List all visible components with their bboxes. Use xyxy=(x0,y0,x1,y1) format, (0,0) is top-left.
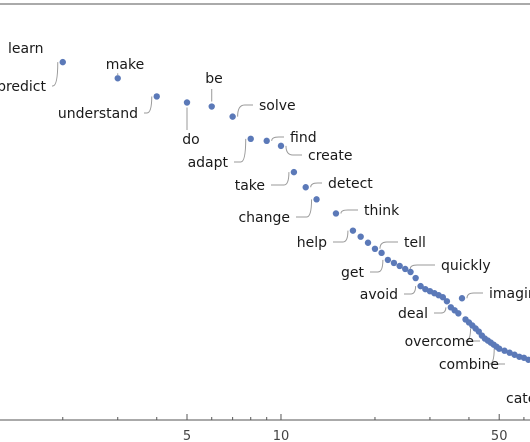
callout-line-understand xyxy=(144,96,152,113)
point-label-change: change xyxy=(238,210,290,226)
data-point-change xyxy=(313,196,319,202)
callout-line-change xyxy=(296,199,312,217)
data-point-combine xyxy=(496,345,502,351)
point-label-deal: deal xyxy=(398,306,428,322)
callout-line-detect xyxy=(311,183,322,187)
data-point xyxy=(396,263,402,269)
point-label-imagine: imagine xyxy=(489,286,530,302)
point-label-think: think xyxy=(364,203,400,219)
callout-line-solve xyxy=(238,105,253,117)
data-point-understand xyxy=(154,93,160,99)
data-point-think xyxy=(333,210,339,216)
point-label-combine: combine xyxy=(439,357,499,373)
data-point xyxy=(391,260,397,266)
point-label-do: do xyxy=(182,132,199,148)
data-point xyxy=(365,240,371,246)
point-label-predict: predict xyxy=(0,79,47,95)
callout-line-create xyxy=(286,146,302,155)
point-label-overcome: overcome xyxy=(405,334,474,350)
x-tick-label: 10 xyxy=(273,429,290,442)
point-label-solve: solve xyxy=(259,98,296,114)
point-label-help: help xyxy=(297,235,327,251)
data-point-adapt xyxy=(248,136,254,142)
callout-line-imagine xyxy=(467,293,483,298)
callout-line-adapt xyxy=(234,139,246,162)
data-point-create xyxy=(278,143,284,149)
data-point-detect xyxy=(303,184,309,190)
data-point-deal xyxy=(448,304,454,310)
data-point-avoid xyxy=(417,283,423,289)
point-label-find: find xyxy=(290,130,317,146)
callout-line-tell xyxy=(380,242,398,249)
callout-line-predict xyxy=(52,62,58,86)
x-tick-label: 50 xyxy=(491,429,508,442)
data-point xyxy=(357,233,363,239)
data-point-help xyxy=(350,227,356,233)
point-label-avoid: avoid xyxy=(360,287,398,303)
point-label-be: be xyxy=(205,71,223,87)
callout-line-find xyxy=(272,137,284,141)
point-label-create: create xyxy=(308,148,352,164)
data-point-overcome xyxy=(472,325,478,331)
data-point xyxy=(444,298,450,304)
data-point-be xyxy=(209,103,215,109)
data-point-tell xyxy=(372,246,378,252)
point-label-take: take xyxy=(235,178,265,194)
point-label-categorize: categorize xyxy=(506,391,530,407)
point-label-get: get xyxy=(341,265,365,281)
callout-line-take xyxy=(271,172,289,185)
point-label-tell: tell xyxy=(404,235,426,251)
point-label-adapt: adapt xyxy=(188,155,229,171)
data-point-do xyxy=(184,99,190,105)
point-label-understand: understand xyxy=(58,106,138,122)
point-label-quickly: quickly xyxy=(441,258,491,274)
data-point-make xyxy=(115,75,121,81)
data-point xyxy=(412,275,418,281)
data-point-take xyxy=(291,169,297,175)
callout-line-avoid xyxy=(404,286,416,294)
callout-line-quickly xyxy=(410,265,435,269)
data-point-predict xyxy=(60,59,66,65)
data-point-quickly xyxy=(402,266,408,272)
data-point-get xyxy=(385,257,391,263)
data-point xyxy=(378,250,384,256)
x-tick-label: 5 xyxy=(183,429,191,442)
callout-line-help xyxy=(333,231,348,242)
data-point-find xyxy=(263,138,269,144)
callout-line-get xyxy=(370,260,383,272)
point-label-detect: detect xyxy=(328,176,373,192)
data-point-imagine xyxy=(459,295,465,301)
data-point-solve xyxy=(229,113,235,119)
callout-line-think xyxy=(341,210,358,213)
point-label-make: make xyxy=(106,57,144,73)
callout-line-deal xyxy=(434,307,446,313)
point-labels: learn predict make understand do be solve adapt… xyxy=(0,41,530,407)
data-point xyxy=(455,310,461,316)
point-label-learn: learn xyxy=(8,41,43,57)
x-axis-ticks: 5 10 50 xyxy=(63,414,524,442)
